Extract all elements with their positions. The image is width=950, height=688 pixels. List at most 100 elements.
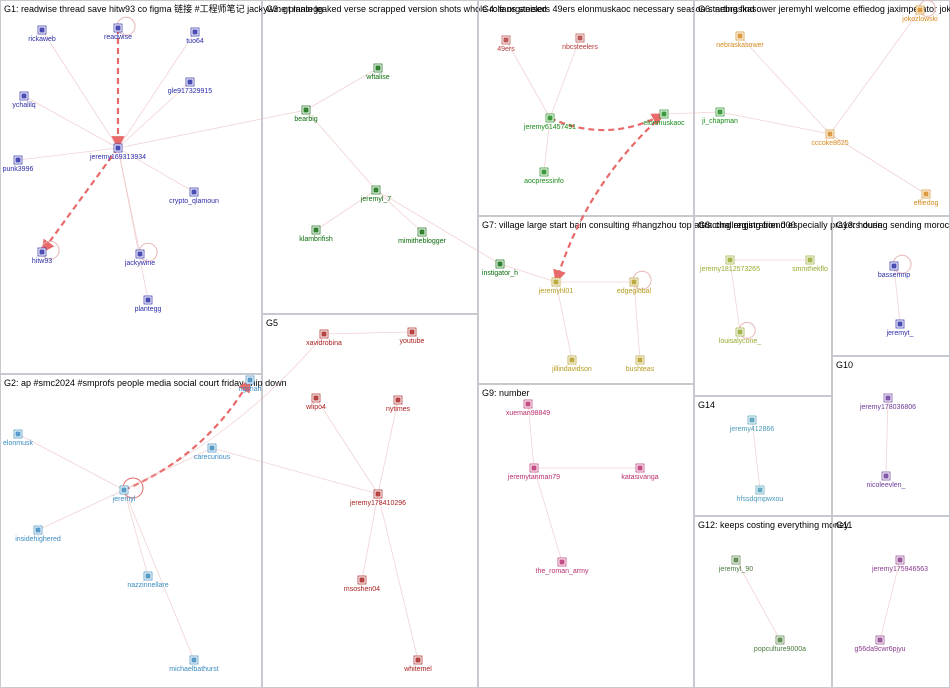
edge	[118, 148, 148, 300]
node-ji_chapman[interactable]: ji_chapman	[701, 108, 738, 125]
node-aocpressinfo[interactable]: aocpressinfo	[524, 168, 564, 185]
node-nbcsteelers[interactable]: nbcsteelers	[562, 34, 598, 51]
node-bearbig[interactable]: bearbig	[294, 106, 317, 123]
edge	[124, 490, 194, 660]
node-insidehighered[interactable]: insidehighered	[15, 526, 61, 543]
node-jeremy169313934[interactable]: jeremy169313934	[89, 144, 146, 161]
node-plantegg[interactable]: plantegg	[135, 296, 162, 313]
node-glyph	[40, 28, 45, 33]
node-label: elonmusk	[3, 440, 33, 447]
node-glyph	[542, 170, 547, 175]
node-cccoke8625[interactable]: cccoke8625	[811, 130, 848, 147]
node-jeremy175946563[interactable]: jeremy175946563	[871, 556, 928, 573]
node-xavidrobina[interactable]: xavidrobina	[306, 330, 342, 347]
node-wlipo4[interactable]: wlipo4	[305, 394, 326, 411]
node-carecurious[interactable]: carecurious	[194, 444, 231, 461]
node-nazzinnellare[interactable]: nazzinnellare	[127, 572, 168, 589]
node-jeremyl_7[interactable]: jeremyl_7	[360, 186, 391, 203]
node-glyph	[828, 132, 833, 137]
node-popculture9000a[interactable]: popculture9000a	[754, 636, 806, 653]
node-label: punk3996	[3, 166, 34, 173]
node-elonmusk[interactable]: elonmusk	[3, 430, 33, 447]
node-label: jeremytanman79	[507, 474, 560, 481]
node-glyph	[778, 638, 783, 643]
node-wftalise[interactable]: wftalise	[365, 64, 389, 81]
node-hfssdqmpwxou[interactable]: hfssdqmpwxou	[737, 486, 784, 503]
node-glyph	[116, 26, 121, 31]
node-glyph	[662, 112, 667, 117]
node-crypto_qlamoun[interactable]: crypto_qlamoun	[169, 188, 219, 205]
node-jeremy412866[interactable]: jeremy412866	[729, 416, 774, 433]
panel-g8	[695, 217, 832, 396]
node-youtube[interactable]: youtube	[400, 328, 425, 345]
node-jillindavidson[interactable]: jillindavidson	[551, 356, 592, 373]
node-nebraskasower[interactable]: nebraskasower	[716, 32, 764, 49]
node-glyph	[116, 146, 121, 151]
node-mimitheblogger[interactable]: mimitheblogger	[398, 228, 447, 245]
node-glyph	[192, 658, 197, 663]
node-label: jeremyl_90	[718, 566, 753, 573]
node-rickaweb[interactable]: rickaweb	[28, 26, 56, 43]
node-glyph	[554, 280, 559, 285]
node-label: edgeglobal	[617, 288, 652, 295]
node-49ers[interactable]: 49ers	[497, 36, 515, 53]
node-glyph	[924, 192, 929, 197]
node-jeremytanman79[interactable]: jeremytanman79	[507, 464, 560, 481]
node-smmthekflo[interactable]: smmthekflo	[792, 256, 828, 273]
node-label: nytimes	[386, 406, 411, 413]
node-glyph	[122, 488, 127, 493]
node-whitemel[interactable]: whitemel	[403, 656, 432, 673]
node-msoshen04[interactable]: msoshen04	[344, 576, 380, 593]
node-jeremyl_90[interactable]: jeremyl_90	[718, 556, 753, 573]
panel-title-g5: G5	[266, 318, 278, 328]
node-nytimes[interactable]: nytimes	[386, 396, 411, 413]
node-glyph	[898, 322, 903, 327]
panel-title-g13: G13: house	[836, 220, 883, 230]
node-glyph	[248, 378, 253, 383]
edge	[124, 334, 324, 490]
node-label: jackywine	[124, 260, 155, 267]
node-jeremyt_[interactable]: jeremyt_	[886, 320, 914, 337]
panel-g3	[263, 1, 478, 314]
node-klambrifish[interactable]: klambrifish	[299, 226, 333, 243]
edge	[18, 434, 124, 490]
node-label: ji_chapman	[701, 118, 738, 125]
node-glyph	[188, 80, 193, 85]
node-label: g56da9cwr6pjyu	[855, 646, 906, 653]
node-effiedog[interactable]: effiedog	[914, 190, 939, 207]
edge	[664, 112, 720, 114]
node-glyph	[40, 250, 45, 255]
node-label: nicoleevlen_	[867, 482, 906, 489]
node-elonmuskaoc[interactable]: elonmuskaoc	[643, 110, 685, 127]
network-diagram: G1: readwise thread save hitw93 co figma…	[0, 0, 950, 688]
node-tuo64[interactable]: tuo64	[186, 28, 204, 45]
node-label: hitw93	[32, 258, 52, 265]
node-nicoleevlen_[interactable]: nicoleevlen_	[867, 472, 906, 489]
node-glyph	[498, 262, 503, 267]
node-bassemnp[interactable]: bassemnp	[878, 262, 910, 279]
node-label: bassemnp	[878, 272, 910, 279]
node-jeremyhl[interactable]: jeremyl	[112, 486, 136, 503]
node-hitw93[interactable]: hitw93	[32, 248, 52, 265]
edge	[118, 110, 306, 148]
node-glyph	[750, 418, 755, 423]
node-label: xavidrobina	[306, 340, 342, 347]
node-label: michaelbathurst	[169, 666, 218, 673]
node-glyph	[638, 466, 643, 471]
node-label: wlipo4	[305, 404, 326, 411]
node-bushteas[interactable]: bushteas	[626, 356, 655, 373]
node-glyph	[314, 396, 319, 401]
node-glyph	[146, 298, 151, 303]
node-g56da9cwr6pjyu[interactable]: g56da9cwr6pjyu	[855, 636, 906, 653]
node-jeremyhl01[interactable]: jeremyhl01	[538, 278, 573, 295]
node-glyph	[738, 34, 743, 39]
node-label: jeremyl_7	[360, 196, 391, 203]
node-jeremy1812573265[interactable]: jeremy1812573265	[699, 256, 760, 273]
node-glyph	[138, 252, 143, 257]
node-michaelbathurst[interactable]: michaelbathurst	[169, 656, 218, 673]
node-gle917329915[interactable]: gle917329915	[168, 78, 212, 95]
node-label: bushteas	[626, 366, 655, 373]
node-the_roman_army[interactable]: the_roman_army	[536, 558, 589, 575]
node-katasivanga[interactable]: katasivanga	[621, 464, 658, 481]
edge	[324, 332, 412, 334]
